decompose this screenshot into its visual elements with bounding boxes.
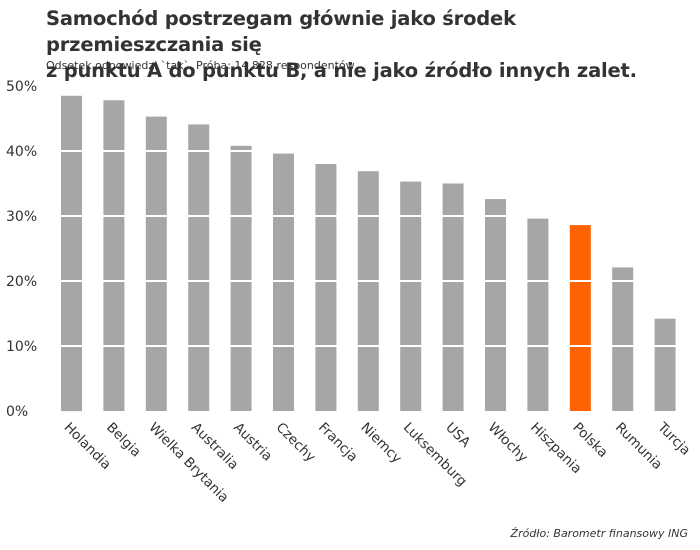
bars — [61, 95, 676, 412]
bar-francja — [315, 164, 337, 411]
bar-australia — [188, 124, 210, 412]
y-tick-label: 30% — [6, 209, 37, 225]
x-tick-label: Czechy — [273, 420, 319, 466]
bar-turcja — [654, 318, 676, 411]
bar-włochy — [485, 199, 506, 411]
y-tick-label: 10% — [6, 339, 37, 355]
bar-niemcy — [357, 171, 379, 411]
chart-title: Samochód postrzegam głównie jako środek … — [46, 6, 696, 84]
bar-holandia — [61, 95, 82, 412]
x-tick-label: Belgia — [103, 420, 144, 461]
bar-wielka-brytania — [145, 116, 167, 411]
x-tick-label: Francja — [315, 420, 361, 466]
x-tick-label: Włochy — [485, 420, 531, 466]
bar-czechy — [273, 153, 294, 411]
x-tick-label: USA — [442, 420, 474, 452]
x-tick-label: Turcja — [654, 419, 694, 459]
x-tick-label: Polska — [569, 420, 610, 461]
y-tick-label: 0% — [6, 404, 28, 420]
bar-rumunia — [612, 267, 634, 411]
bar-austria — [230, 145, 252, 412]
chart-subtitle: Odsetek odpowiedzi `tak`, Próba: 14 828 … — [46, 59, 355, 72]
bar-belgia — [103, 100, 125, 412]
chart-title-line-2: z punktu A do punktu B, a nie jako źródł… — [46, 59, 637, 82]
bar-usa — [442, 183, 464, 411]
bar-hiszpania — [527, 218, 549, 411]
source-note: Źródło: Barometr finansowy ING — [510, 527, 688, 540]
y-tick-label: 50% — [6, 79, 37, 95]
y-tick-label: 40% — [6, 144, 37, 160]
bar-polska — [569, 225, 591, 411]
y-tick-label: 20% — [6, 274, 37, 290]
x-tick-label: Niemcy — [357, 420, 404, 467]
x-tick-label: Wielka Brytania — [145, 420, 231, 506]
bar-luksemburg — [400, 181, 422, 411]
chart-title-line-1: Samochód postrzegam głównie jako środek … — [46, 7, 516, 56]
